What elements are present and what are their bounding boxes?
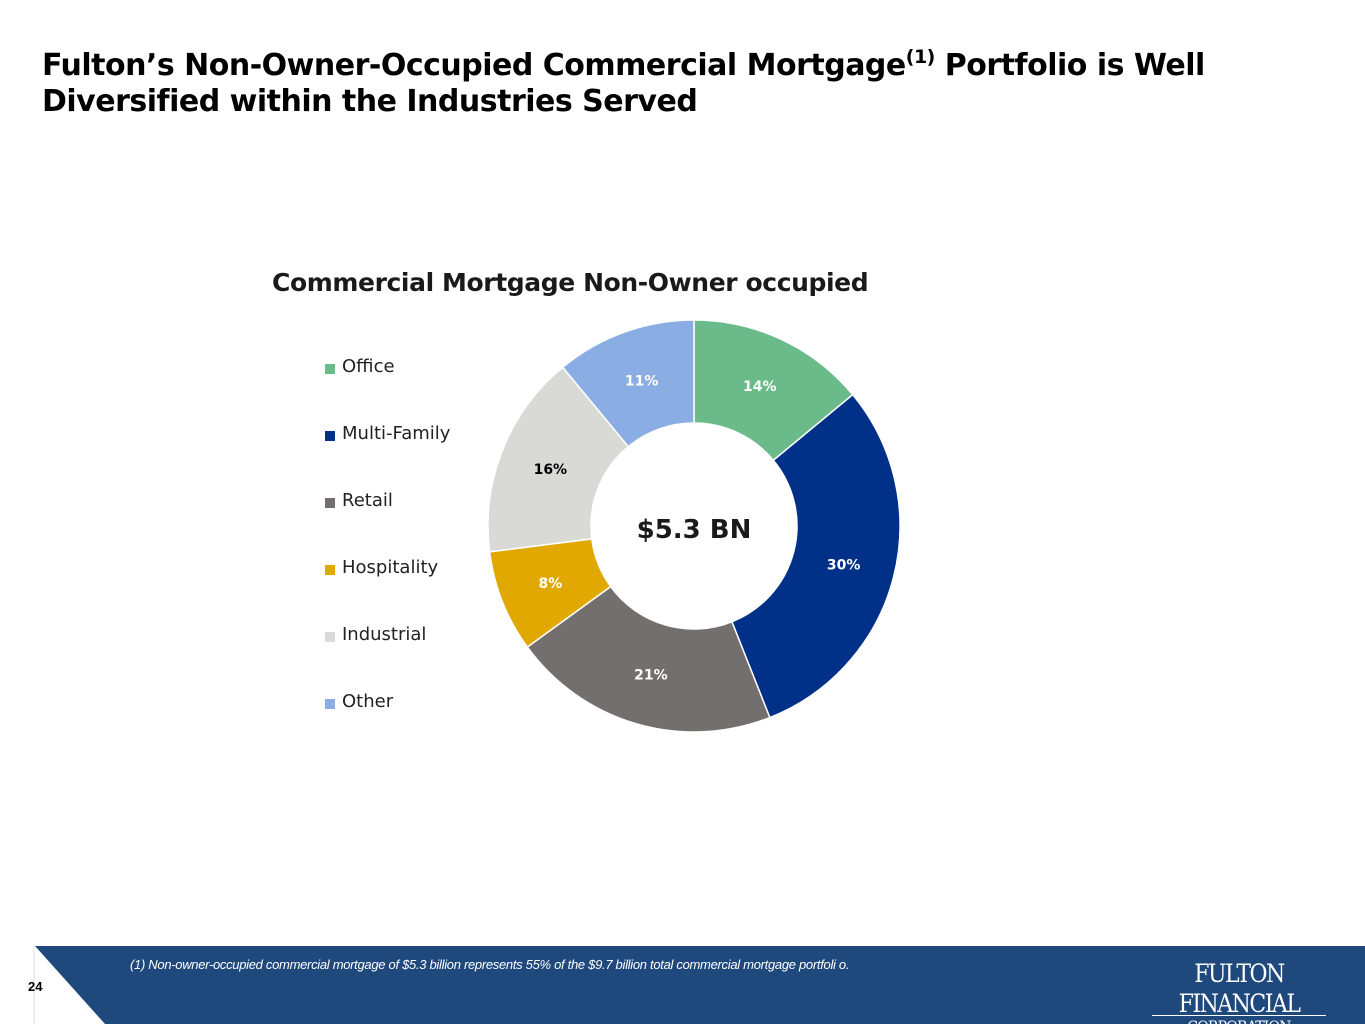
logo-line1: FULTON FINANCIAL xyxy=(1178,960,1301,1019)
donut-data-label: 8% xyxy=(538,576,562,592)
donut-data-label: 16% xyxy=(534,462,568,478)
slide-title: Fulton’s Non-Owner-Occupied Commercial M… xyxy=(42,48,1292,120)
page-number: 24 xyxy=(28,979,43,994)
title-footnote-marker: (1) xyxy=(905,46,936,68)
footer-band xyxy=(33,946,1365,1024)
donut-slice-office xyxy=(693,319,854,462)
footnote: (1) Non-owner-occupied commercial mortga… xyxy=(130,957,850,972)
legend-label: Multi-Family xyxy=(342,423,451,444)
legend-label: Hospitality xyxy=(342,557,439,578)
legend-item: Other xyxy=(325,691,450,758)
slide-title-rest: Portfolio is Well Diversified within the… xyxy=(42,48,1205,119)
donut-slice-multi-family xyxy=(730,393,901,719)
legend-swatch xyxy=(325,431,335,441)
legend-swatch xyxy=(325,364,335,374)
donut-chart: 14% 30% 21% 8% 16% 11% $5.3 BN xyxy=(487,319,901,733)
legend-label: Other xyxy=(342,691,394,712)
donut-slice-other xyxy=(561,319,695,448)
donut-data-label: 30% xyxy=(827,557,861,573)
donut-data-label: 21% xyxy=(634,667,668,683)
donut-slice-labels: 14% 30% 21% 8% 16% 11% xyxy=(534,374,861,684)
logo-rule xyxy=(1152,1015,1326,1016)
donut-slice-industrial xyxy=(487,366,630,553)
legend-swatch xyxy=(325,565,335,575)
legend-label: Retail xyxy=(342,490,393,511)
legend-item: Multi-Family xyxy=(325,423,450,490)
chart-legend: Office Multi-Family Retail Hospitality Indus… xyxy=(325,356,450,758)
donut-data-label: 14% xyxy=(743,379,777,395)
donut-slices xyxy=(487,319,901,733)
legend-item: Retail xyxy=(325,490,450,557)
legend-item: Office xyxy=(325,356,450,423)
legend-swatch xyxy=(325,699,335,709)
company-logo: FULTON FINANCIAL CORPORATION xyxy=(1152,960,1326,1036)
legend-item: Industrial xyxy=(325,624,450,691)
donut-center-label: $5.3 BN xyxy=(637,515,752,545)
donut-data-label: 11% xyxy=(625,374,659,390)
legend-label: Industrial xyxy=(342,624,427,645)
legend-item: Hospitality xyxy=(325,557,450,624)
logo-line2: CORPORATION xyxy=(1187,1019,1291,1035)
slide-title-main: Fulton’s Non-Owner-Occupied Commercial M… xyxy=(42,48,906,83)
donut-slice-retail xyxy=(526,585,771,733)
legend-swatch xyxy=(325,498,335,508)
legend-swatch xyxy=(325,632,335,642)
chart-title: Commercial Mortgage Non-Owner occupied xyxy=(272,268,869,297)
legend-label: Office xyxy=(342,356,395,377)
